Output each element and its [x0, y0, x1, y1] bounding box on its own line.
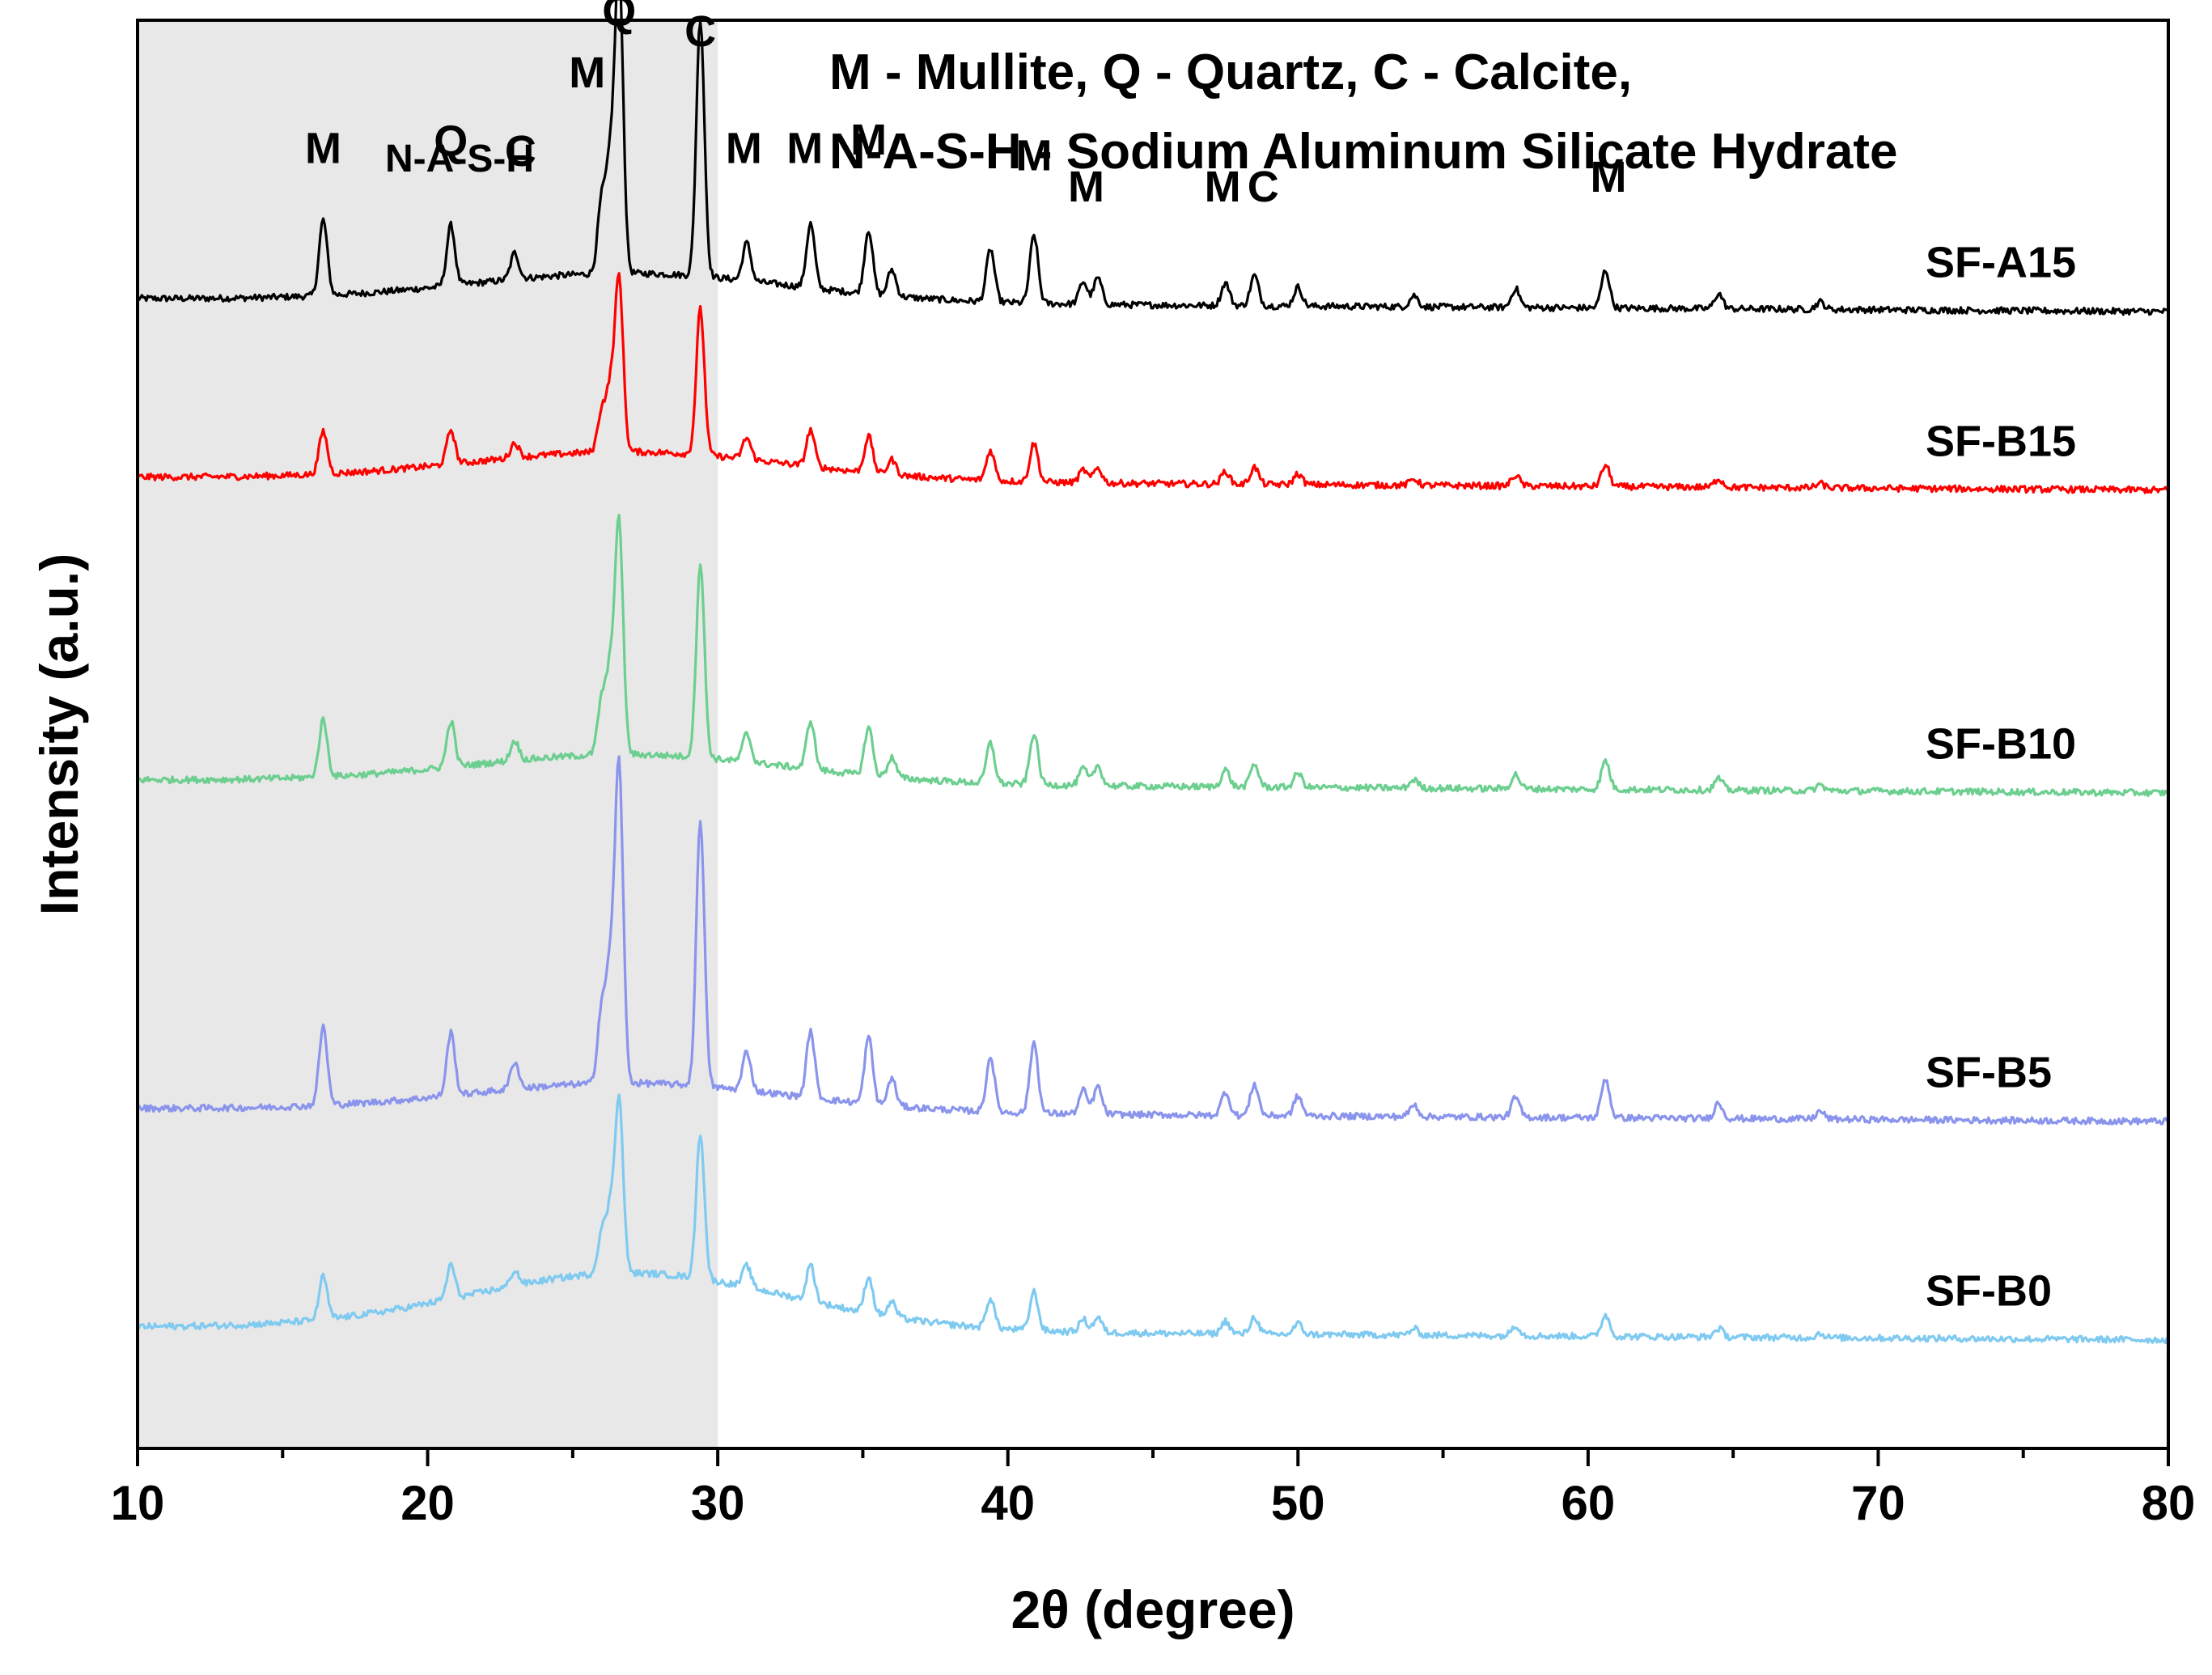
x-tick-label: 10	[111, 1476, 165, 1530]
x-tick-label: 50	[1271, 1476, 1325, 1530]
peak-label: M	[1015, 131, 1052, 180]
x-tick-label: 70	[1851, 1476, 1905, 1530]
x-tick-label: 60	[1561, 1476, 1615, 1530]
peak-label: C	[684, 7, 716, 56]
series-line-sf-b10	[137, 513, 2170, 798]
peak-labels: M Q CMQ CM M M MM M C M	[305, 0, 1626, 211]
legend-line-1: M - Mullite, Q - Quartz, C - Calcite,	[829, 45, 1632, 100]
peak-label: M	[786, 125, 823, 173]
x-tick-label: 30	[691, 1476, 745, 1530]
peak-label: C	[505, 127, 536, 176]
series-line-sf-b15	[136, 272, 2169, 494]
x-tick-label: 20	[400, 1476, 455, 1530]
x-tick-label: 80	[2142, 1476, 2196, 1530]
peak-label: M	[1590, 153, 1626, 201]
series-label-sf-b5: SF-B5	[1926, 1048, 2052, 1096]
series-labels: SF-A15 SF-B15 SF-B10 SF-B5 SF-B0	[1926, 239, 2076, 1316]
x-axis-title: 2θ (degree)	[1011, 1580, 1295, 1639]
series-label-sf-b10: SF-B10	[1926, 720, 2076, 769]
peak-label: M	[850, 116, 887, 164]
legend-line-2: N-A-S-H - Sodium Aluminum Silicate Hydra…	[829, 124, 1898, 180]
peak-label: C	[1248, 163, 1279, 211]
peak-label: M	[569, 49, 605, 97]
series-label-sf-b0: SF-B0	[1926, 1267, 2052, 1316]
series-layer	[136, 0, 2170, 1345]
peak-label: M	[1205, 163, 1241, 211]
peak-label: Q	[434, 117, 468, 166]
series-line-sf-b0	[136, 1093, 2170, 1345]
series-label-sf-b15: SF-B15	[1926, 417, 2076, 465]
x-axis-ticks: 10 20 30 40 50 60 70 80	[111, 1448, 2196, 1530]
region-label: N-A-S-H	[385, 138, 534, 180]
y-axis-title: Intensity (a.u.)	[29, 553, 89, 915]
series-label-sf-a15: SF-A15	[1926, 239, 2076, 287]
peak-label: M	[726, 125, 762, 173]
peak-label: M	[305, 125, 341, 173]
nash-shaded-region	[138, 20, 718, 1448]
peak-label: Q	[602, 0, 636, 36]
series-line-sf-b5	[136, 755, 2169, 1126]
peak-label: M	[1068, 163, 1104, 211]
x-tick-label: 40	[981, 1476, 1035, 1530]
series-line-sf-a15	[136, 0, 2168, 316]
